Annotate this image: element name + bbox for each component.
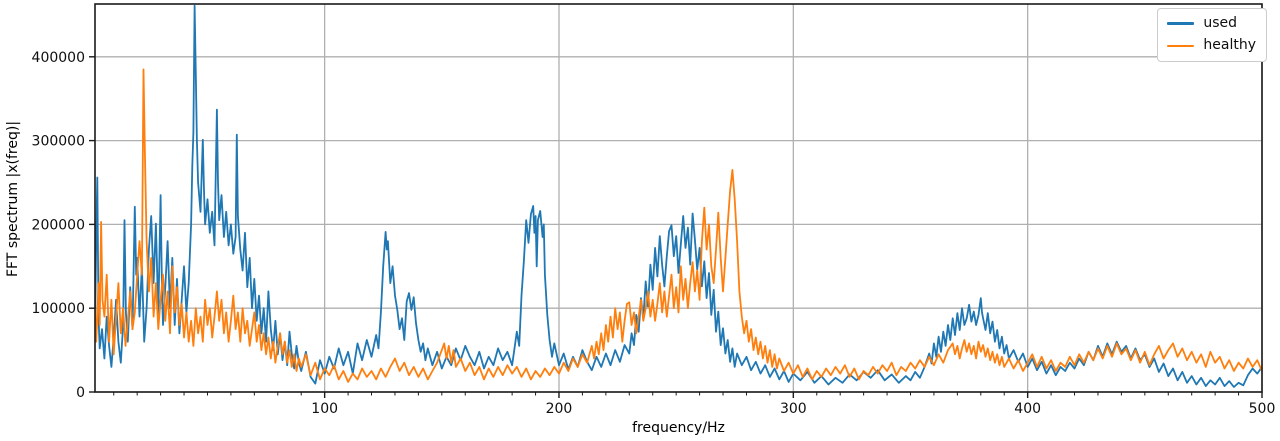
y-tick-label-400000: 400000: [32, 50, 85, 66]
legend-label-healthy: healthy: [1203, 37, 1256, 54]
x-tick-label-100: 100: [311, 401, 338, 417]
y-axis-label: FFT spectrum |x(freq)|: [5, 120, 21, 278]
x-tick-label-200: 200: [546, 401, 573, 417]
plot-border: [94, 3, 1263, 393]
legend-line-swatch-used: [1167, 22, 1195, 25]
y-tick-label-300000: 300000: [32, 134, 85, 150]
x-tick-label-300: 300: [780, 401, 807, 417]
legend: used healthy: [1157, 8, 1267, 62]
y-tick-label-100000: 100000: [32, 301, 85, 317]
x-tick-label-400: 400: [1014, 401, 1041, 417]
legend-entry-used: used: [1167, 15, 1256, 31]
series-line-healthy: [95, 68, 1262, 383]
legend-entry-healthy: healthy: [1167, 37, 1256, 54]
x-tick-label-500: 500: [1249, 401, 1276, 417]
y-tick-label-200000: 200000: [32, 217, 85, 233]
x-axis-label: frequency/Hz: [632, 420, 725, 436]
series-line-used: [95, 4, 1262, 388]
legend-line-swatch-healthy: [1167, 44, 1195, 48]
legend-label-used: used: [1203, 15, 1238, 31]
y-tick-label-0: 0: [76, 385, 85, 401]
